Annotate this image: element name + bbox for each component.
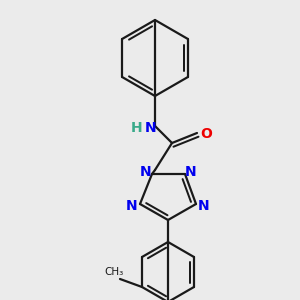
Text: N: N (198, 199, 210, 213)
Text: N: N (185, 165, 197, 179)
Text: CH₃: CH₃ (104, 267, 124, 277)
Text: N: N (140, 165, 152, 179)
Text: O: O (200, 127, 212, 141)
Text: N: N (145, 121, 157, 135)
Text: H: H (131, 121, 143, 135)
Text: N: N (126, 199, 138, 213)
